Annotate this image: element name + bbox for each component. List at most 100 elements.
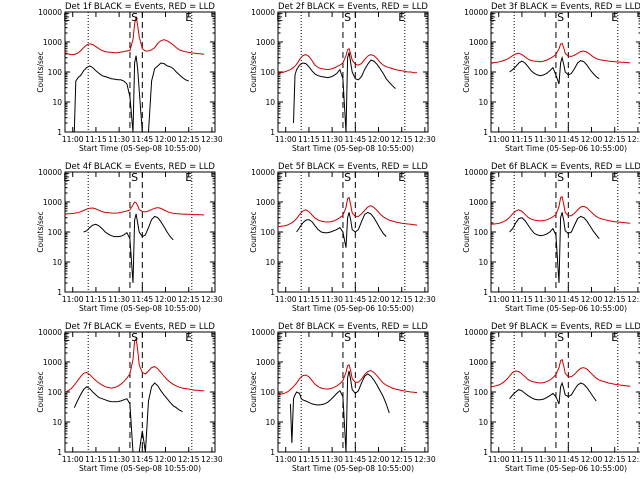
- segment-marker-label: E: [276, 171, 283, 184]
- y-tick-label: 1: [483, 448, 488, 457]
- y-tick-label: 10: [265, 258, 275, 267]
- chart-title: Det 5f BLACK = Events, RED = LLD: [278, 162, 428, 172]
- x-tick-label: 11:30: [108, 135, 130, 144]
- y-tick-label: 10000: [251, 168, 275, 177]
- segment-marker-label: E: [276, 331, 283, 344]
- x-tick-label: 12:00: [155, 135, 177, 144]
- chart-title: Det 6f BLACK = Events, RED = LLD: [491, 162, 640, 172]
- y-tick-label: 1: [483, 288, 488, 297]
- y-axis-label: Counts/sec: [462, 51, 471, 92]
- segment-marker-label: E: [276, 11, 283, 24]
- y-tick-label: 100: [48, 68, 63, 77]
- x-tick-label: 12:15: [604, 135, 626, 144]
- x-tick-label: 11:30: [534, 135, 556, 144]
- x-tick-label: 11:45: [345, 455, 367, 464]
- x-tick-label: 11:30: [321, 295, 343, 304]
- events-series-line: [83, 213, 174, 284]
- chart-title: Det 2f BLACK = Events, RED = LLD: [278, 2, 428, 12]
- chart-title: Det 9f BLACK = Events, RED = LLD: [491, 322, 640, 332]
- x-tick-label: 11:45: [132, 455, 154, 464]
- lld-series-line: [64, 201, 205, 216]
- x-tick-label: 11:30: [321, 135, 343, 144]
- y-tick-label: 10000: [251, 328, 275, 337]
- y-tick-label: 1000: [43, 358, 62, 367]
- x-tick-label: 11:15: [85, 135, 107, 144]
- x-tick-label: 12:30: [201, 455, 223, 464]
- segment-marker-label: E: [63, 331, 70, 344]
- segment-marker-label: S: [131, 11, 138, 24]
- chart-panel-8: Det 8f BLACK = Events, RED = LLD 1 10 100 10…: [249, 322, 436, 473]
- x-tick-label: 11:00: [62, 295, 84, 304]
- y-tick-label: 1000: [469, 358, 488, 367]
- lld-series-line: [277, 364, 418, 396]
- x-tick-label: 11:45: [345, 135, 367, 144]
- y-tick-label: 10: [52, 418, 62, 427]
- events-series-line: [509, 212, 600, 284]
- chart-panel-4: Det 4f BLACK = Events, RED = LLD 1 10 100 10…: [36, 162, 223, 313]
- x-tick-label: 12:30: [414, 455, 436, 464]
- x-tick-label: 12:30: [627, 135, 640, 144]
- chart-panel-2: Det 2f BLACK = Events, RED = LLD 1 10 100 10…: [249, 2, 436, 153]
- events-series-line: [73, 55, 189, 133]
- x-tick-label: 12:30: [627, 295, 640, 304]
- x-tick-label: 12:15: [391, 135, 413, 144]
- y-tick-label: 10: [478, 258, 488, 267]
- x-axis-label: Start Time (05-Sep-08 10:55:00): [292, 464, 414, 473]
- segment-marker-label: E: [185, 11, 192, 24]
- x-tick-label: 11:30: [321, 455, 343, 464]
- events-series-line: [509, 55, 600, 85]
- segment-marker-label: S: [557, 171, 564, 184]
- y-tick-label: 1000: [43, 38, 62, 47]
- segment-marker-label: E: [489, 11, 496, 24]
- segment-marker-label: S: [344, 11, 351, 24]
- y-tick-label: 100: [474, 388, 489, 397]
- lld-series-line: [64, 337, 205, 393]
- y-tick-label: 10: [265, 418, 275, 427]
- y-tick-label: 10000: [38, 168, 62, 177]
- y-tick-label: 1: [270, 128, 275, 137]
- lld-series-line: [490, 358, 631, 388]
- y-tick-label: 1000: [256, 358, 275, 367]
- x-tick-label: 11:00: [488, 295, 510, 304]
- x-tick-label: 12:00: [581, 135, 603, 144]
- segment-marker-label: S: [557, 331, 564, 344]
- segment-marker-label: E: [63, 11, 70, 24]
- y-tick-label: 1000: [469, 38, 488, 47]
- x-tick-label: 11:15: [511, 135, 533, 144]
- x-tick-label: 12:30: [201, 135, 223, 144]
- y-tick-label: 1000: [256, 198, 275, 207]
- chart-title: Det 4f BLACK = Events, RED = LLD: [65, 162, 215, 172]
- x-tick-label: 11:30: [534, 295, 556, 304]
- x-tick-label: 12:00: [368, 455, 390, 464]
- segment-marker-label: E: [185, 331, 192, 344]
- lld-series-line: [490, 42, 631, 64]
- chart-title: Det 3f BLACK = Events, RED = LLD: [491, 2, 640, 12]
- plot-frame: [64, 331, 216, 453]
- x-tick-label: 11:15: [511, 295, 533, 304]
- y-axis-label: Counts/sec: [462, 371, 471, 412]
- x-tick-label: 11:00: [62, 135, 84, 144]
- x-tick-label: 11:00: [488, 135, 510, 144]
- segment-marker-label: E: [489, 331, 496, 344]
- y-tick-label: 1: [483, 128, 488, 137]
- x-tick-label: 11:45: [132, 295, 154, 304]
- x-tick-label: 12:15: [604, 295, 626, 304]
- x-tick-label: 11:00: [275, 455, 297, 464]
- events-series-line: [509, 381, 597, 405]
- x-tick-label: 12:30: [201, 295, 223, 304]
- chart-panel-5: Det 5f BLACK = Events, RED = LLD 1 10 100 10…: [249, 162, 436, 313]
- y-tick-label: 1: [57, 288, 62, 297]
- y-tick-label: 1: [270, 288, 275, 297]
- x-tick-label: 11:00: [275, 295, 297, 304]
- x-tick-label: 12:00: [368, 135, 390, 144]
- x-tick-label: 11:30: [108, 295, 130, 304]
- y-tick-label: 10000: [251, 8, 275, 17]
- x-tick-label: 12:15: [178, 295, 200, 304]
- x-axis-label: Start Time (05-Sep-08 10:55:00): [79, 464, 201, 473]
- x-tick-label: 12:30: [414, 295, 436, 304]
- y-tick-label: 100: [261, 228, 276, 237]
- x-tick-label: 12:00: [581, 295, 603, 304]
- segment-marker-label: S: [557, 11, 564, 24]
- y-tick-label: 100: [261, 388, 276, 397]
